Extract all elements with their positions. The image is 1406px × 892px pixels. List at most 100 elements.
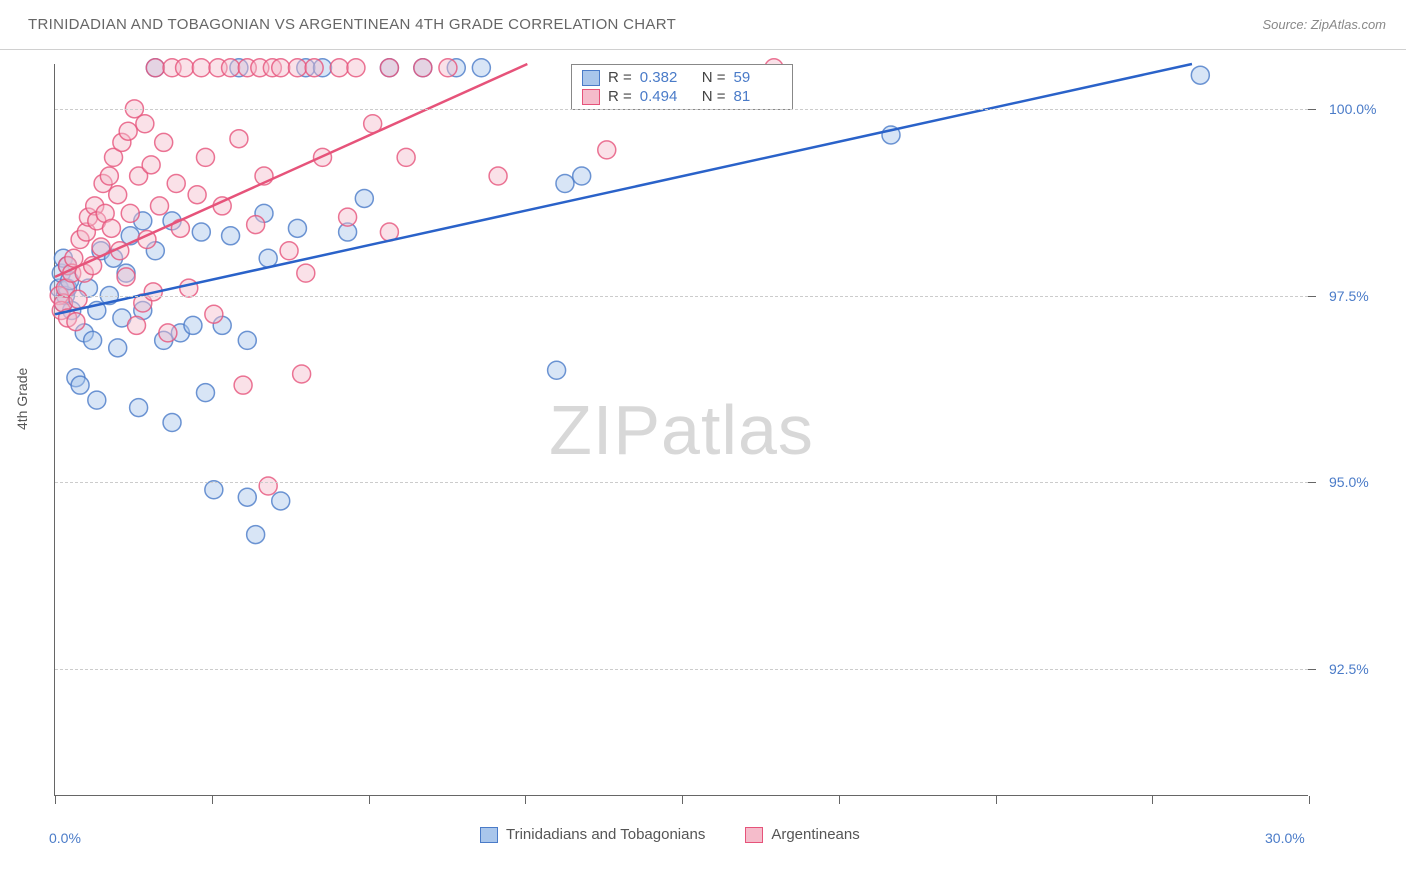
data-point	[280, 242, 298, 260]
data-point	[142, 156, 160, 174]
chart-header: TRINIDADIAN AND TOBAGONIAN VS ARGENTINEA…	[0, 0, 1406, 50]
data-point	[151, 197, 169, 215]
data-point	[305, 59, 323, 77]
n-value: 81	[734, 88, 782, 105]
data-point	[380, 59, 398, 77]
series-legend: Trinidadians and Tobagonians Argentineans	[480, 826, 860, 843]
data-point	[293, 365, 311, 383]
data-point	[163, 414, 181, 432]
y-tick-mark	[1308, 296, 1316, 297]
data-point	[130, 399, 148, 417]
data-point	[180, 279, 198, 297]
x-tick-mark	[212, 796, 213, 804]
legend-item: Argentineans	[745, 826, 859, 843]
data-point	[205, 481, 223, 499]
r-label: R =	[608, 88, 632, 105]
correlation-legend: R =0.382N =59R =0.494N =81	[571, 64, 793, 110]
data-point	[297, 264, 315, 282]
data-point	[339, 208, 357, 226]
legend-label: Trinidadians and Tobagonians	[506, 826, 705, 843]
x-tick-mark	[1309, 796, 1310, 804]
data-point	[259, 477, 277, 495]
legend-swatch	[582, 70, 600, 86]
y-tick-mark	[1308, 669, 1316, 670]
n-value: 59	[734, 69, 782, 86]
data-point	[102, 219, 120, 237]
data-point	[489, 167, 507, 185]
chart-canvas	[55, 64, 1308, 795]
data-point	[119, 122, 137, 140]
data-point	[196, 148, 214, 166]
x-tick-label: 30.0%	[1265, 830, 1305, 846]
x-tick-mark	[682, 796, 683, 804]
data-point	[234, 376, 252, 394]
y-tick-label: 97.5%	[1329, 288, 1369, 304]
data-point	[159, 324, 177, 342]
legend-swatch	[582, 89, 600, 105]
y-tick-mark	[1308, 482, 1316, 483]
n-label: N =	[702, 69, 726, 86]
y-tick-label: 95.0%	[1329, 474, 1369, 490]
data-point	[109, 339, 127, 357]
x-tick-mark	[1152, 796, 1153, 804]
data-point	[355, 189, 373, 207]
data-point	[548, 361, 566, 379]
source-attribution: Source: ZipAtlas.com	[1262, 17, 1386, 32]
data-point	[222, 227, 240, 245]
x-tick-mark	[839, 796, 840, 804]
data-point	[84, 331, 102, 349]
data-point	[397, 148, 415, 166]
gridline	[55, 482, 1308, 483]
data-point	[330, 59, 348, 77]
data-point	[128, 316, 146, 334]
data-point	[205, 305, 223, 323]
data-point	[272, 59, 290, 77]
y-tick-label: 92.5%	[1329, 661, 1369, 677]
data-point	[272, 492, 290, 510]
data-point	[155, 133, 173, 151]
r-value: 0.382	[640, 69, 688, 86]
gridline	[55, 296, 1308, 297]
data-point	[598, 141, 616, 159]
r-label: R =	[608, 69, 632, 86]
data-point	[117, 268, 135, 286]
x-tick-mark	[369, 796, 370, 804]
gridline	[55, 109, 1308, 110]
x-tick-label: 0.0%	[49, 830, 81, 846]
y-axis-label: 4th Grade	[14, 368, 30, 430]
legend-row: R =0.494N =81	[582, 88, 782, 105]
legend-item: Trinidadians and Tobagonians	[480, 826, 705, 843]
data-point	[176, 59, 194, 77]
data-point	[192, 59, 210, 77]
data-point	[347, 59, 365, 77]
legend-swatch	[480, 827, 498, 843]
data-point	[136, 115, 154, 133]
data-point	[71, 376, 89, 394]
data-point	[69, 290, 87, 308]
data-point	[184, 316, 202, 334]
data-point	[439, 59, 457, 77]
gridline	[55, 669, 1308, 670]
data-point	[67, 313, 85, 331]
data-point	[573, 167, 591, 185]
data-point	[1191, 66, 1209, 84]
y-tick-label: 100.0%	[1329, 101, 1376, 117]
x-tick-mark	[55, 796, 56, 804]
data-point	[121, 204, 139, 222]
data-point	[230, 130, 248, 148]
data-point	[100, 167, 118, 185]
legend-label: Argentineans	[771, 826, 859, 843]
chart-title: TRINIDADIAN AND TOBAGONIAN VS ARGENTINEA…	[28, 16, 676, 33]
plot-area: ZIPatlas R =0.382N =59R =0.494N =81 92.5…	[54, 64, 1308, 796]
x-tick-mark	[996, 796, 997, 804]
data-point	[167, 175, 185, 193]
data-point	[192, 223, 210, 241]
n-label: N =	[702, 88, 726, 105]
data-point	[238, 331, 256, 349]
y-tick-mark	[1308, 109, 1316, 110]
data-point	[247, 526, 265, 544]
data-point	[238, 488, 256, 506]
data-point	[414, 59, 432, 77]
data-point	[288, 219, 306, 237]
data-point	[188, 186, 206, 204]
